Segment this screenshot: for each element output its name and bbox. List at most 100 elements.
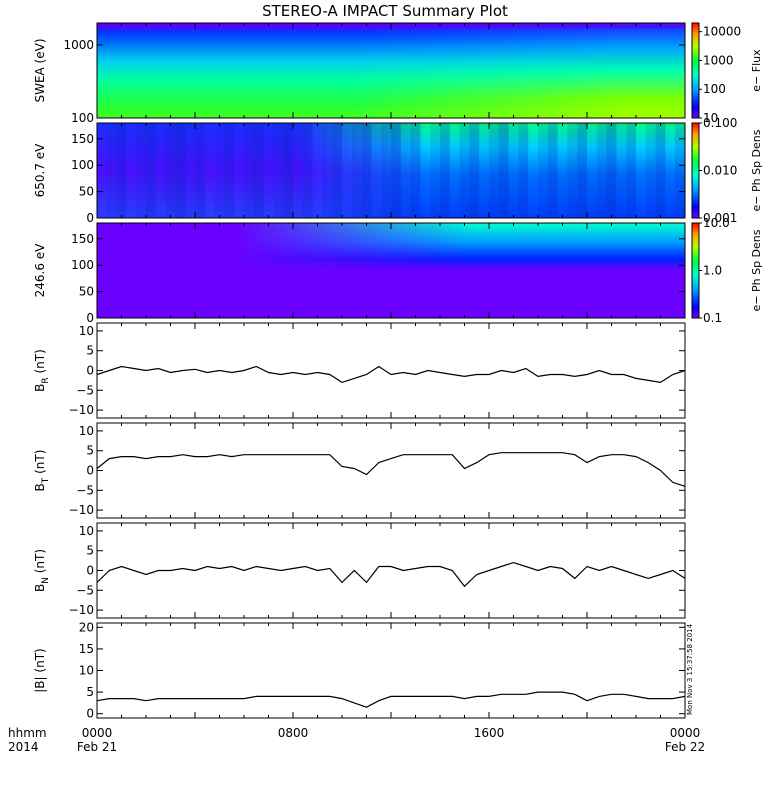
y-tick-label: 150 [71,132,94,146]
pad650-spectrogram-stripe [626,123,636,218]
colorbar-pad-650 [691,122,700,219]
pad650-spectrogram-stripe [273,123,284,218]
y-tick-label: 20 [79,620,94,634]
y-tick-label: 10 [79,424,94,438]
series-line-bmag [96,691,686,708]
panel-pad-246: 0.1 1.0 10.0 e− Ph Sp Dens 0 50 100 150 246.6 eV [33,216,763,325]
y-tick-label: 0 [86,464,94,478]
pad650-spectrogram-stripe [391,123,401,218]
pad650-spectrogram-stripe [567,123,578,218]
y-axis-label-subscript: R [41,377,51,383]
y-tick-label: −5 [76,383,94,397]
panel-pad-650: 0.001 0.010 0.100 e− Ph Sp Dens 0 50 100 150 650… [33,116,763,225]
y-axis-label-bmag: |B| (nT) [33,648,47,692]
colorbar-tick-label: 0.001 [703,211,737,225]
pad650-spectrogram-stripe [106,123,117,218]
y-axis-label-main: B [33,384,47,392]
y-tick-label: −10 [69,503,94,517]
pad650-spectrogram-stripe [371,123,382,218]
colorbar-title: e− Flux [750,49,763,92]
pad650-spectrogram-stripe [675,123,685,218]
colorbar-tick-label: 10000 [703,25,741,39]
chart-title: STEREO-A IMPACT Summary Plot [262,2,508,20]
pad650-spectrogram-stripe [351,123,362,218]
pad650-spectrogram-stripe [596,123,607,218]
pad650-spectrogram-stripe [518,123,529,218]
pad650-spectrogram-stripe [146,123,156,218]
y-tick-label: 0 [86,707,94,721]
pad650-spectrogram-stripe [665,123,675,218]
pad650-spectrogram-stripe [165,123,176,218]
pad650-spectrogram-stripe [302,123,313,218]
panel-bmag: 0 5 10 15 20 |B| (nT) [33,620,686,721]
y-axis-label-swea: SWEA (eV) [33,38,47,102]
colorbar-title: e− Ph Sp Dens [750,129,763,211]
series-line-bn [96,561,686,588]
y-axis-label-unit: (nT) [33,450,47,478]
y-axis-label-subscript: T [41,477,51,484]
pad650-spectrogram-stripe [342,123,352,218]
pad650-spectrogram-stripe [547,123,558,218]
time-axis-corner-label-year: 2014 [8,740,39,754]
colorbar-tick-label: 0.100 [703,116,737,130]
pad650-spectrogram-stripe [253,123,264,218]
pad650-spectrogram-stripe [469,123,480,218]
panel-frame-bn [96,522,686,619]
pad650-spectrogram-stripe [283,123,293,218]
pad650-spectrogram-stripe [126,123,136,218]
y-axis-label-subscript: N [41,577,51,584]
y-tick-label: 0 [86,564,94,578]
panel-frame-bt [96,422,686,519]
pad650-spectrogram-stripe [400,123,411,218]
y-axis-label-bt: BT (nT) [33,450,51,492]
series-line-bt [96,452,686,487]
y-axis-label-pad-246: 246.6 eV [33,243,47,298]
pad650-spectrogram-stripe [489,123,499,218]
pad650-spectrogram-stripe [361,123,372,218]
y-tick-label: −5 [76,483,94,497]
y-tick-label: 0 [86,311,94,325]
colorbar-tick-label: 10 [703,111,718,125]
y-tick-label: 10 [79,524,94,538]
y-tick-label: 5 [86,444,94,458]
panel-frame-bmag [96,622,686,719]
y-tick-label: −10 [69,603,94,617]
colorbar-tick-label: 1.0 [703,264,722,278]
y-axis-label-unit: (nT) [33,648,47,676]
pad650-spectrogram-stripe [244,123,254,218]
y-tick-label: 100 [71,258,94,272]
swea-spectrogram-late [97,23,685,118]
colorbar-tick-label: 1000 [703,53,734,67]
pad650-spectrogram-stripe [322,123,333,218]
y-axis-label-br: BR (nT) [33,349,51,392]
pad650-spectrogram-stripe [645,123,656,218]
panel-br: −10 −5 0 5 10 BR (nT) [33,322,686,419]
y-tick-label: 5 [86,544,94,558]
pad650-spectrogram-stripe [498,123,509,218]
pad650-spectrogram-stripe [606,123,617,218]
time-axis-corner-label-hhmm: hhmm [8,726,47,740]
pad650-spectrogram-stripe [263,123,274,218]
y-axis-label-unit: (nT) [33,549,47,577]
pad650-spectrogram-stripe [459,123,470,218]
pad650-spectrogram-stripe [234,123,244,218]
y-axis-label-main: B [33,483,47,491]
y-tick-label: 50 [79,285,94,299]
y-tick-label: 15 [79,642,94,656]
y-tick-label: −5 [76,583,94,597]
y-tick-label: 150 [71,232,94,246]
pad650-spectrogram-stripe [440,123,450,218]
colorbar-tick-label: 100 [703,82,726,96]
y-tick-label: 100 [71,158,94,172]
pad650-spectrogram-stripe [410,123,421,218]
pad650-spectrogram-stripe [577,123,587,218]
pad650-spectrogram-stripe [155,123,166,218]
y-axis-label-main: B [33,584,47,592]
x-tick-date-label: Feb 21 [77,740,117,754]
colorbar-tick-label: 0.1 [703,311,722,325]
y-axis-label-bn: BN (nT) [33,549,51,592]
y-tick-label: 100 [71,111,94,125]
x-tick-date-label: Feb 22 [665,740,705,754]
